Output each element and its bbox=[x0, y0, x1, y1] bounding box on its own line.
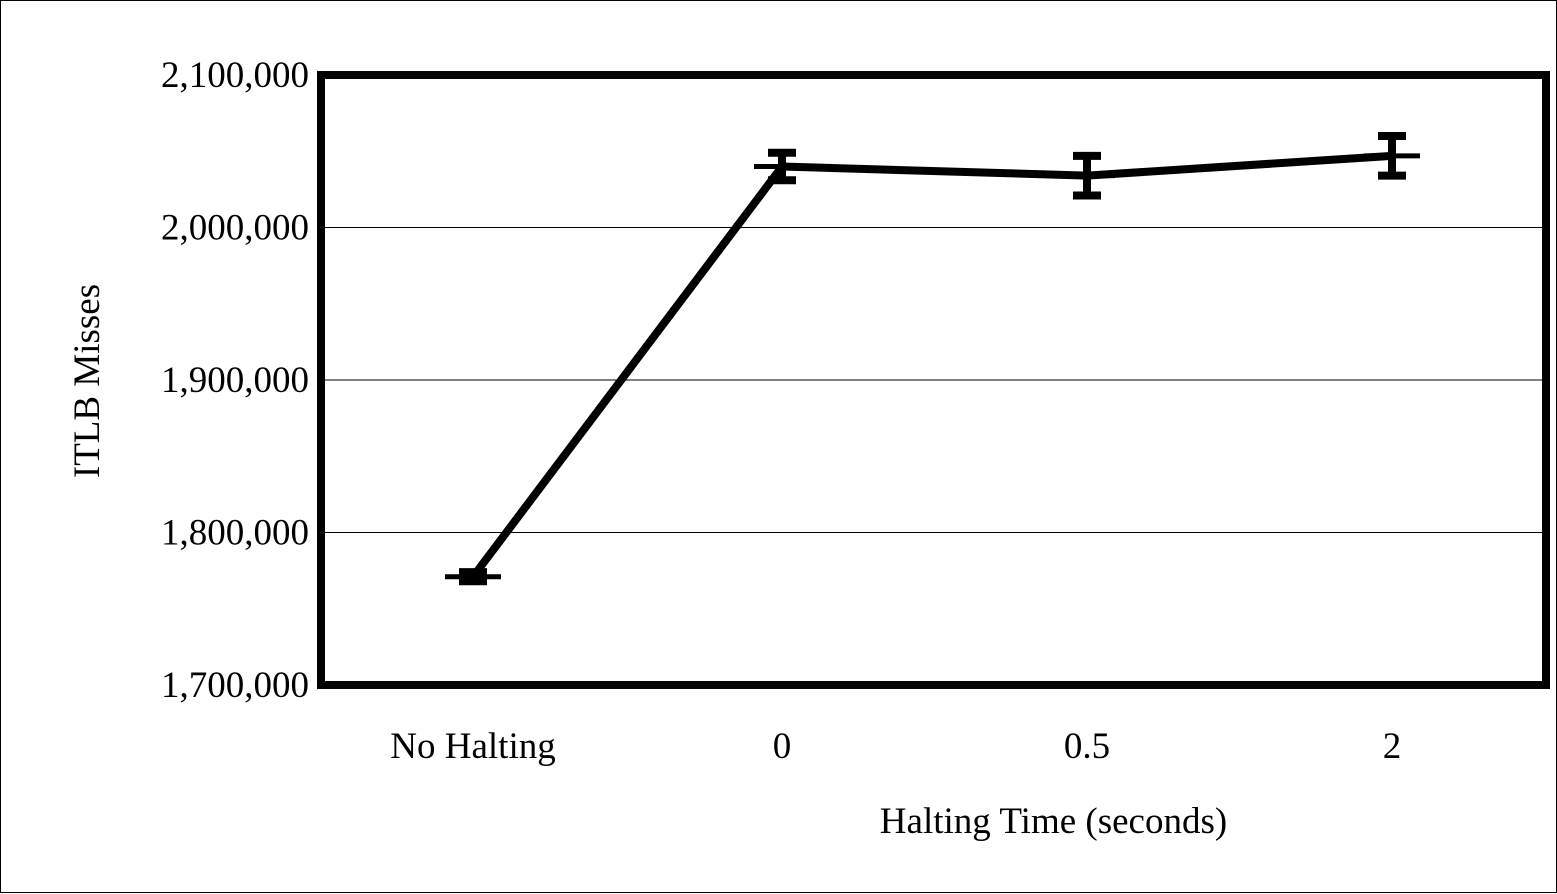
gridlines bbox=[321, 227, 1546, 533]
x-axis-title: Halting Time (seconds) bbox=[880, 801, 1227, 842]
x-tick-label: 0.5 bbox=[1064, 726, 1110, 767]
y-tick-label: 2,100,000 bbox=[161, 55, 309, 96]
x-tick-label: No Halting bbox=[390, 726, 555, 767]
y-tick-label: 2,000,000 bbox=[161, 208, 309, 249]
x-tick-label: 2 bbox=[1383, 726, 1402, 767]
x-tick-label: 0 bbox=[773, 726, 792, 767]
y-tick-label: 1,900,000 bbox=[161, 360, 309, 401]
y-tick-label: 1,700,000 bbox=[161, 665, 309, 706]
y-axis-tick-labels: 1,700,000 1,800,000 1,900,000 2,000,000 2,10… bbox=[161, 55, 309, 706]
x-axis-tick-labels: No Halting 0 0.5 2 bbox=[390, 726, 1401, 767]
y-tick-label: 1,800,000 bbox=[161, 513, 309, 554]
plot-area-border bbox=[317, 71, 1550, 689]
y-axis-title: ITLB Misses bbox=[67, 284, 108, 478]
series-layer bbox=[445, 132, 1420, 586]
series-line bbox=[469, 151, 1393, 580]
